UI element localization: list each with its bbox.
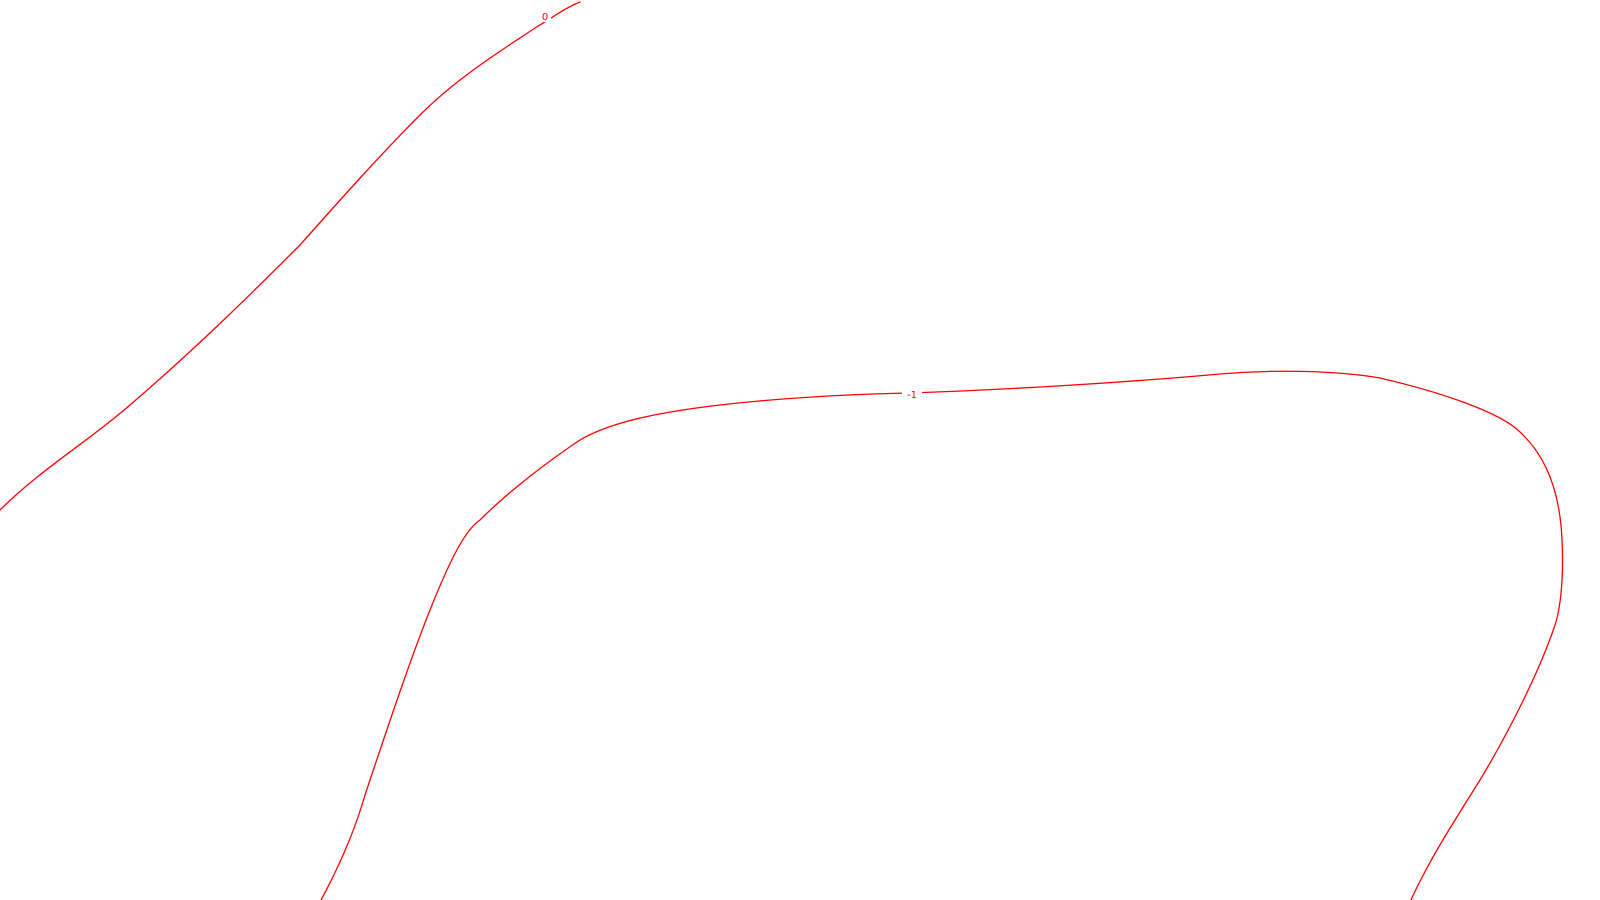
contour-line-0 xyxy=(0,1,581,511)
contour-label-bg-0 xyxy=(539,9,551,22)
contour-label-neg1: -1 xyxy=(907,390,917,401)
contour-label-bg-neg1 xyxy=(902,387,922,400)
contour-neg1: -1 xyxy=(320,370,1564,900)
contour-line-neg1 xyxy=(320,370,1564,900)
contour-0: 0 xyxy=(0,1,581,511)
contour-label-0: 0 xyxy=(542,12,548,23)
